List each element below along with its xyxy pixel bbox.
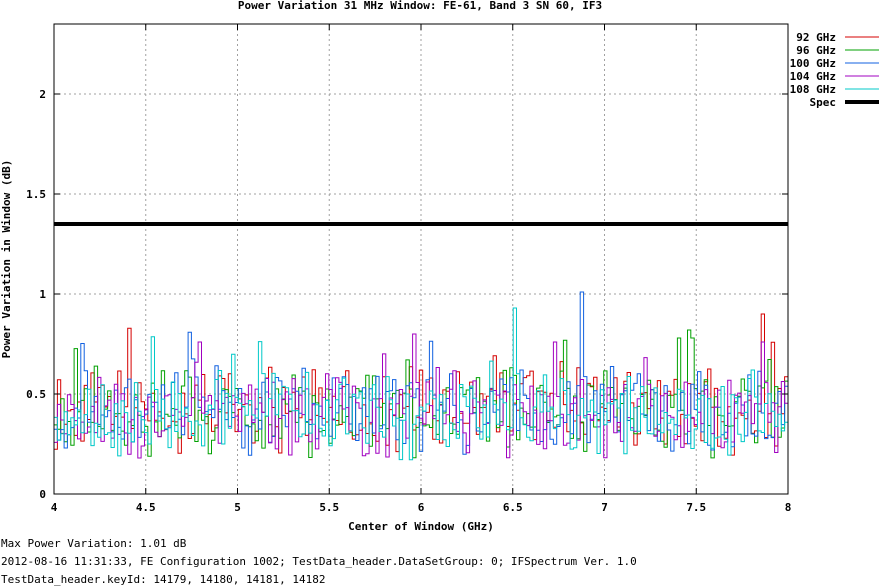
legend-label: 108 GHz xyxy=(790,83,836,96)
x-tick-label: 6 xyxy=(418,501,425,514)
x-tick-label: 4.5 xyxy=(136,501,156,514)
x-tick-label: 6.5 xyxy=(503,501,523,514)
legend-label: Spec xyxy=(810,96,837,109)
y-tick-label: 0.5 xyxy=(26,388,46,401)
x-tick-label: 5 xyxy=(234,501,241,514)
y-tick-labels: 0 0.5 1 1.5 2 xyxy=(26,88,46,501)
test-info-text: 2012-08-16 11:31:33, FE Configuration 10… xyxy=(1,555,637,568)
legend-label: 96 GHz xyxy=(796,44,836,57)
power-variation-chart: Power Variation 31 MHz Window: FE-61, Ba… xyxy=(0,0,879,533)
key-id-text: TestData_header.keyId: 14179, 14180, 141… xyxy=(1,573,326,586)
x-tick-label: 4 xyxy=(51,501,58,514)
x-tick-label: 8 xyxy=(785,501,792,514)
y-tick-label: 1.5 xyxy=(26,188,46,201)
x-tick-label: 7 xyxy=(601,501,608,514)
y-tick-label: 2 xyxy=(39,88,46,101)
legend-label: 92 GHz xyxy=(796,31,836,44)
max-power-variation-text: Max Power Variation: 1.01 dB xyxy=(1,537,187,550)
x-tick-label: 5.5 xyxy=(319,501,339,514)
series-group xyxy=(54,291,789,461)
x-tick-label: 7.5 xyxy=(686,501,706,514)
series-line xyxy=(54,307,789,461)
tick-marks xyxy=(53,24,789,495)
y-tick-label: 0 xyxy=(39,488,46,501)
x-tick-labels: 4 4.5 5 5.5 6 6.5 7 7.5 8 xyxy=(51,501,792,514)
legend-label: 100 GHz xyxy=(790,57,836,70)
chart-title: Power Variation 31 MHz Window: FE-61, Ba… xyxy=(238,0,602,12)
series-line xyxy=(54,291,789,456)
y-tick-label: 1 xyxy=(39,288,46,301)
y-axis-label: Power Variation in Window (dB) xyxy=(0,160,13,359)
x-axis-label: Center of Window (GHz) xyxy=(348,520,494,533)
legend-label: 104 GHz xyxy=(790,70,836,83)
